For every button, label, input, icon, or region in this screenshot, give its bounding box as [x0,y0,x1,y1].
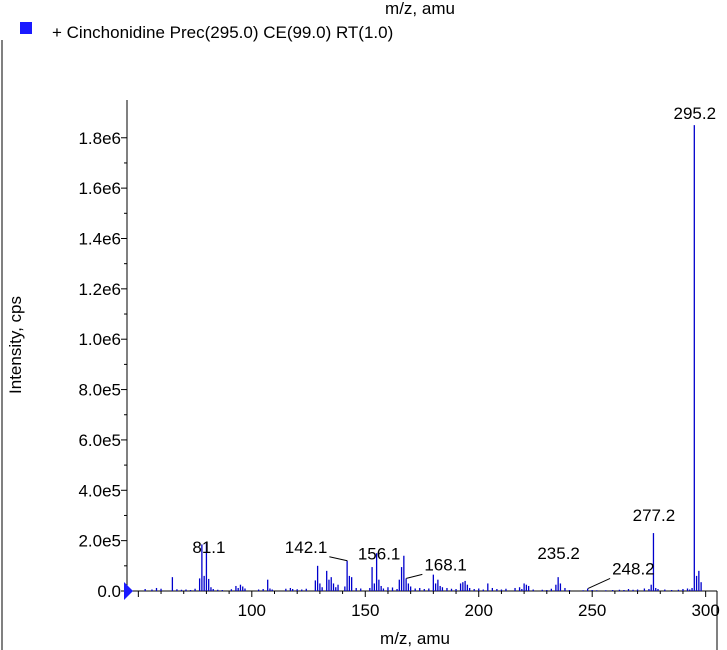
legend-label: + Cinchonidine Prec(295.0) CE(99.0) RT(1… [52,23,393,42]
y-tick-label: 1.0e6 [78,330,121,349]
y-tick-label: 2.0e5 [78,532,121,551]
peak-label: 235.2 [537,544,580,563]
peak-label: 81.1 [192,538,225,557]
baseline-marker [124,582,133,600]
legend: m/z, amu + Cinchonidine Prec(295.0) CE(9… [20,0,455,42]
x-tick-label: 200 [465,601,493,620]
peak-label: 156.1 [358,545,401,564]
y-tick-label: 1.8e6 [78,129,121,148]
x-tick-label: 100 [238,601,266,620]
peak-label: 142.1 [285,538,328,557]
y-axis-title: Intensity, cps [6,296,25,394]
x-tick-label: 300 [691,601,719,620]
peak-label: 168.1 [424,555,467,574]
plot-area[interactable]: 0.0 2.0e5 4.0e5 6.0e5 8.0e5 1.0e6 1.2e6 1.4e6 1.… [78,100,720,650]
y-tick-label: 1.4e6 [78,229,121,248]
peak-leader-line [587,578,611,589]
y-tick-label: 8.0e5 [78,381,121,400]
peak-leader-line [406,573,423,579]
peak-label: 277.2 [633,506,676,525]
peak-label: 248.2 [612,559,655,578]
y-tick-label: 6.0e5 [78,431,121,450]
peak-leader-line [329,556,348,562]
y-tick-label: 1.6e6 [78,179,121,198]
y-tick-label: 4.0e5 [78,481,121,500]
y-tick-label: 0.0 [97,582,121,601]
legend-swatch [20,22,32,34]
x-tick-label: 250 [578,601,606,620]
peak-label: 295.2 [673,104,716,123]
top-axis-caption: m/z, amu [385,0,455,18]
x-axis-title: m/z, amu [380,629,450,648]
y-tick-label: 1.2e6 [78,280,121,299]
x-tick-label: 150 [351,601,379,620]
